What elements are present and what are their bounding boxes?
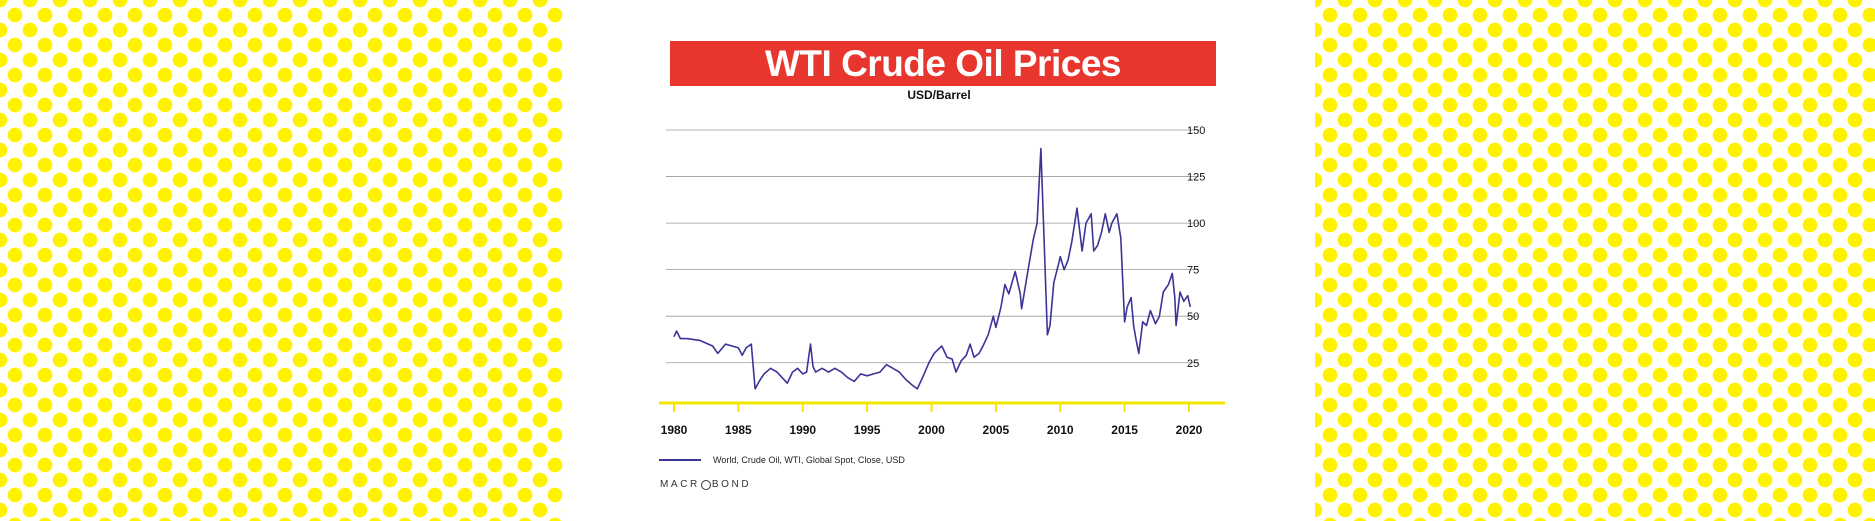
x-tick-label: 1980	[661, 423, 688, 437]
x-tick-label: 2000	[918, 423, 945, 437]
x-axis-ticks: 1980 1985 1990 1995 2000 2005 2010 2015 2020	[661, 403, 1203, 437]
chart-panel: WTI Crude Oil Prices USD/Barrel 25 50 75 10…	[563, 0, 1315, 521]
legend-swatch	[659, 459, 701, 461]
x-tick-label: 2005	[983, 423, 1010, 437]
x-tick-label: 1990	[789, 423, 816, 437]
chart-title: WTI Crude Oil Prices	[670, 41, 1216, 86]
y-tick-label: 125	[1187, 172, 1205, 184]
chart-subtitle: USD/Barrel	[907, 88, 971, 102]
brand-logo: MACR BOND	[660, 479, 751, 490]
brand-logo-left: MACR	[660, 479, 700, 490]
y-tick-label: 50	[1187, 311, 1199, 323]
y-tick-label: 25	[1187, 358, 1199, 370]
brand-logo-right: BOND	[711, 479, 752, 490]
polka-dot-background-right	[1315, 0, 1875, 521]
y-tick-label: 100	[1187, 218, 1205, 230]
x-tick-label: 2010	[1047, 423, 1074, 437]
polka-dot-background-left	[0, 0, 563, 521]
x-tick-label: 1985	[725, 423, 752, 437]
series-line-wti	[673, 147, 1192, 390]
y-tick-label: 75	[1187, 265, 1199, 277]
brand-logo-o-icon	[700, 479, 711, 490]
x-tick-label: 2015	[1111, 423, 1138, 437]
legend-label: World, Crude Oil, WTI, Global Spot, Clos…	[713, 455, 905, 465]
gridlines	[666, 129, 1199, 364]
y-axis-ticks: 25 50 75 100 125 150	[1187, 125, 1205, 370]
x-tick-label: 2020	[1176, 423, 1203, 437]
y-tick-label: 150	[1187, 125, 1205, 137]
x-tick-label: 1995	[854, 423, 881, 437]
legend: World, Crude Oil, WTI, Global Spot, Clos…	[659, 455, 905, 465]
chart-svg: 25 50 75 100 125 150 1980 1985 1990 1995 2000 2005…	[659, 125, 1225, 437]
